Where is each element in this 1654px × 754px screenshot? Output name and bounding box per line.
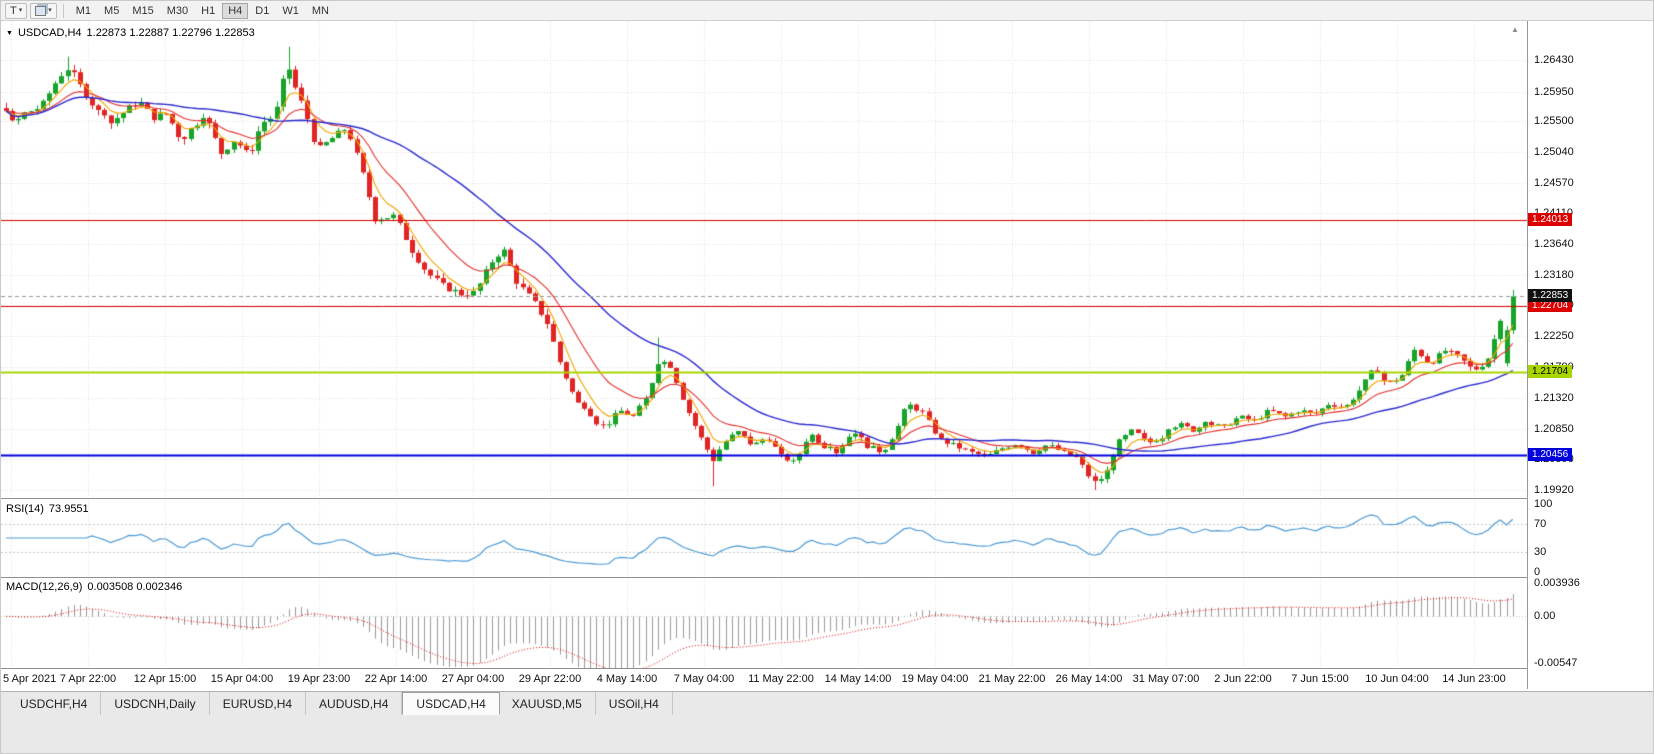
price-axis-label: 1.26430 [1534,53,1574,66]
time-axis-label: 29 Apr 22:00 [518,673,582,685]
caret-down-icon: ▾ [48,6,52,14]
time-axis-label: 5 Apr 2021 [3,673,57,685]
rsi-label: RSI(14) [6,503,44,515]
pane-separator[interactable] [1,498,1653,499]
toolbar-separator [62,3,64,18]
macd-axis-label: 0.00 [1534,610,1556,623]
time-axis-label: 4 May 14:00 [596,673,658,685]
time-scale[interactable]: 5 Apr 2021 7 Apr 22:00 12 Apr 15:00 15 Apr … [1,669,1527,691]
timeframe-button-h1[interactable]: H1 [195,3,221,19]
toolbar: T ▾ ▾ M1 M5 M15 M30 H1 H4 D1 W1 MN [1,1,1653,21]
chart-tab-bar: USDCHF,H4 USDCNH,Daily EURUSD,H4 AUDUSD,H4 U… [1,691,1653,753]
chart-tab-usdcnh[interactable]: USDCNH,Daily [101,692,210,715]
rsi-axis-label: 100 [1534,498,1553,510]
macd-values: 0.003508 0.002346 [87,581,183,593]
time-axis-label: 11 May 22:00 [748,673,814,685]
macd-pane-canvas[interactable] [1,578,1527,669]
chart-profile-button[interactable]: ▾ [30,2,57,19]
chart-tab-usoil[interactable]: USOil,H4 [596,692,673,715]
chart-tab-usdcad[interactable]: USDCAD,H4 [402,692,500,715]
timeframe-button-m5[interactable]: M5 [98,3,125,19]
rsi-axis-label: 70 [1534,518,1547,531]
timeframe-button-m1[interactable]: M1 [70,3,97,19]
time-axis-label: 7 May 04:00 [673,673,735,685]
chart-shift-marker-icon: ▲ [1511,25,1519,34]
price-axis-label: 1.22250 [1534,330,1574,343]
price-scale[interactable]: 1.264301.259501.255001.250401.245701.241… [1527,21,1653,689]
time-axis-label: 14 May 14:00 [824,673,892,685]
timeframe-button-m30[interactable]: M30 [161,3,194,19]
time-axis-label: 21 May 22:00 [978,673,1046,685]
pane-separator [1,668,1653,669]
time-axis-label: 7 Jun 15:00 [1291,673,1349,685]
time-axis-label: 12 Apr 15:00 [133,673,197,685]
time-axis-label: 22 Apr 14:00 [364,673,428,685]
price-axis-label: 1.25040 [1534,145,1574,158]
price-axis-label: 1.20850 [1534,422,1574,435]
chart-ohlc-values: 1.22873 1.22887 1.22796 1.22853 [86,27,255,39]
time-axis-label: 26 May 14:00 [1055,673,1123,685]
timeframe-button-h4[interactable]: H4 [222,2,249,19]
price-tag: 1.21704 [1528,365,1573,379]
rsi-axis-label: 30 [1534,545,1547,558]
pane-separator[interactable] [1,577,1653,578]
chart-tab-xauusd[interactable]: XAUUSD,M5 [499,692,596,715]
time-axis-label: 27 Apr 04:00 [441,673,505,685]
chart-tab-usdchf[interactable]: USDCHF,H4 [7,692,102,715]
rsi-header: RSI(14) 73.9551 [6,503,89,515]
macd-axis-label: -0.00547 [1534,656,1578,669]
time-axis-label: 15 Apr 04:00 [210,673,274,685]
timeframe-button-d1[interactable]: D1 [249,3,275,19]
price-axis-label: 1.25500 [1534,115,1574,128]
time-axis-label: 10 Jun 04:00 [1365,673,1429,685]
caret-down-icon: ▾ [18,6,23,14]
chart-tabs: USDCHF,H4 USDCNH,Daily EURUSD,H4 AUDUSD,H4 U… [1,692,1653,715]
time-axis-label: 19 Apr 23:00 [287,673,351,685]
time-axis-label: 7 Apr 22:00 [59,673,117,685]
layers-icon [35,5,47,16]
price-tag: 1.22704 [1528,299,1573,313]
templates-button-label: T [10,4,17,17]
price-axis-label: 1.25950 [1534,85,1574,98]
price-axis-label: 1.23640 [1534,238,1574,251]
chart-tab-eurusd[interactable]: EURUSD,H4 [210,692,307,715]
time-axis-label: 19 May 04:00 [901,673,969,685]
price-axis-label: 1.23180 [1534,268,1574,281]
templates-button[interactable]: T ▾ [5,2,28,19]
timeframe-button-mn[interactable]: MN [306,3,335,19]
time-axis-label: 14 Jun 23:00 [1442,673,1506,685]
rsi-pane-canvas[interactable] [1,500,1527,576]
timeframe-button-w1[interactable]: W1 [276,3,305,19]
timeframe-toolbar: M1 M5 M15 M30 H1 H4 D1 W1 MN [70,2,335,19]
chart-tab-audusd[interactable]: AUDUSD,H4 [306,692,403,715]
price-axis-label: 1.21320 [1534,391,1574,404]
price-axis-label: 1.19920 [1534,484,1574,497]
macd-axis-label: 0.003936 [1534,576,1580,589]
rsi-axis-label: 0 [1534,566,1541,578]
rsi-value: 73.9551 [48,503,89,515]
collapse-icon: ▼ [6,29,13,37]
main-chart-canvas[interactable] [1,21,1527,498]
macd-header: MACD(12,26,9) 0.003508 0.002346 [6,581,182,593]
price-tag: 1.24013 [1528,212,1573,226]
main-chart-header: ▼ USDCAD,H4 1.22873 1.22887 1.22796 1.22… [6,27,255,39]
time-axis-label: 2 Jun 22:00 [1214,673,1272,685]
price-axis-label: 1.24570 [1534,176,1574,189]
timeframe-button-m15[interactable]: M15 [126,3,159,19]
price-tag: 1.22853 [1528,289,1573,303]
macd-label: MACD(12,26,9) [6,581,83,593]
time-axis-label: 31 May 07:00 [1132,673,1200,685]
chart-symbol-label: USDCAD,H4 [17,27,82,39]
price-tag: 1.20456 [1528,447,1573,461]
